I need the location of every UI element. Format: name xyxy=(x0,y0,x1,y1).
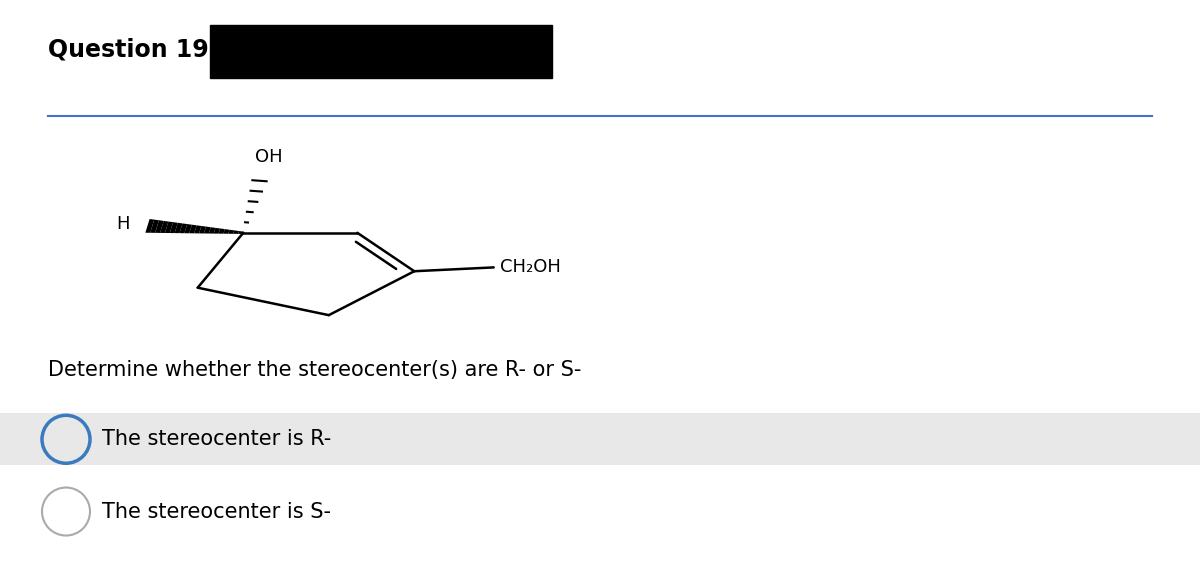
Polygon shape xyxy=(218,228,224,234)
Polygon shape xyxy=(164,221,173,233)
Polygon shape xyxy=(185,224,192,234)
Polygon shape xyxy=(194,225,202,234)
Polygon shape xyxy=(214,228,220,234)
Polygon shape xyxy=(238,231,244,234)
Polygon shape xyxy=(209,227,216,234)
Text: OH: OH xyxy=(254,148,282,166)
Polygon shape xyxy=(204,227,211,234)
Text: The stereocenter is R-: The stereocenter is R- xyxy=(102,429,331,449)
Polygon shape xyxy=(199,226,206,234)
Text: The stereocenter is S-: The stereocenter is S- xyxy=(102,502,331,521)
Polygon shape xyxy=(150,220,160,233)
Polygon shape xyxy=(145,219,155,233)
FancyBboxPatch shape xyxy=(210,25,552,78)
Polygon shape xyxy=(228,229,234,234)
Polygon shape xyxy=(160,221,168,233)
Polygon shape xyxy=(155,220,163,233)
Polygon shape xyxy=(180,224,187,233)
Polygon shape xyxy=(190,225,197,234)
Polygon shape xyxy=(169,222,178,233)
Text: CH₂OH: CH₂OH xyxy=(499,258,560,276)
Text: Determine whether the stereocenter(s) are R- or S-: Determine whether the stereocenter(s) ar… xyxy=(48,360,581,380)
Text: Question 19: Question 19 xyxy=(48,37,209,61)
Polygon shape xyxy=(175,223,182,233)
FancyBboxPatch shape xyxy=(0,413,1200,465)
Text: H: H xyxy=(116,215,130,233)
Polygon shape xyxy=(223,229,229,234)
Polygon shape xyxy=(233,231,239,234)
